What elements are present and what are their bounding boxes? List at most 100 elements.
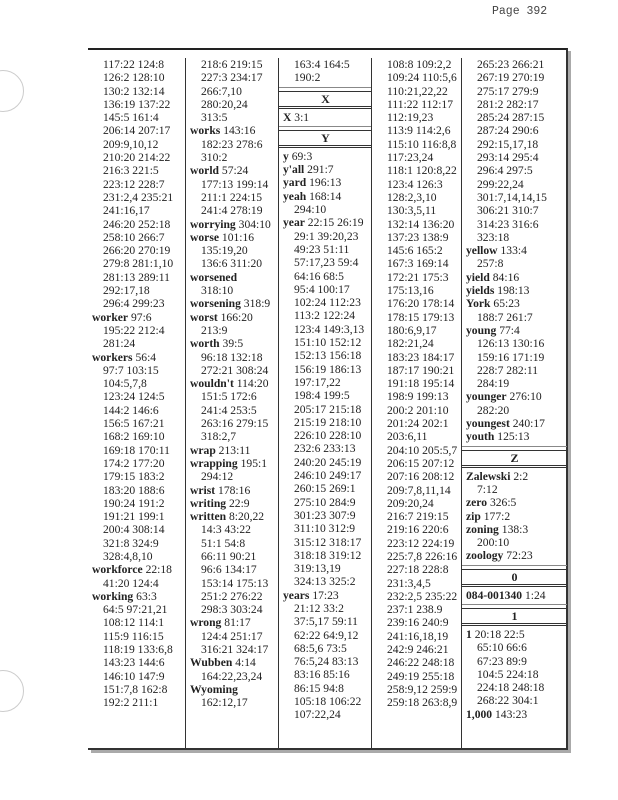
page-line-refs: 285:24 287:15	[477, 111, 545, 125]
index-entry-line: 95:4 100:17	[279, 283, 372, 296]
index-term: wrist	[190, 483, 216, 497]
section-header: 0	[462, 564, 567, 587]
index-entry-line: worth 39:5	[186, 337, 279, 350]
page-line-refs: 301:23 307:9	[294, 508, 356, 522]
index-entry-line: 258:10 266:7	[88, 231, 184, 244]
page-line-refs: 159:16 171:19	[477, 350, 545, 364]
index-entry-line: 200:2 201:10	[372, 404, 462, 417]
page-line-refs: 69:3	[291, 149, 313, 163]
page-line-refs: 107:22,24	[294, 708, 341, 722]
index-entry-line: 318:10	[186, 284, 279, 297]
page-line-refs: 257:8	[477, 257, 504, 271]
page-line-refs: 215:19 218:10	[294, 415, 362, 429]
index-entry-line: 223:12 228:7	[88, 178, 184, 191]
index-entry-line: 130:2 132:14	[88, 85, 184, 98]
index-entry-line: 257:8	[462, 257, 567, 270]
index-entry-line: 268:22 304:1	[462, 694, 567, 707]
index-term: years	[283, 588, 310, 602]
index-entry-line: 219:16 220:6	[372, 523, 462, 536]
page-line-refs: 177:13 199:14	[201, 177, 269, 191]
index-entry-line: wouldn't 114:20	[186, 377, 279, 390]
page-line-refs: 65:10 66:6	[477, 641, 527, 655]
page-line-refs: 296:4 297:5	[477, 164, 533, 178]
index-entry-line: 115:10 116:8,8	[372, 138, 462, 151]
index-entry-line: 156:19 186:13	[279, 363, 372, 376]
page-line-refs: 275:17 279:9	[477, 84, 539, 98]
page-line-refs: 172:21 175:3	[387, 270, 449, 284]
page-line-refs: 62:22 64:9,12	[294, 628, 359, 642]
section-header: 1	[462, 603, 567, 626]
index-entry-line: 226:10 228:10	[279, 429, 372, 442]
index-entry-line: 249:19 255:18	[372, 670, 462, 683]
page-line-refs: 293:14 295:4	[477, 151, 539, 165]
page-line-refs: 226:10 228:10	[294, 429, 362, 443]
page-line-refs: 124:4 251:17	[201, 629, 263, 643]
page-line-refs: 204:10 205:5,7	[387, 443, 458, 457]
page-line-refs: 14:3 43:22	[201, 523, 251, 537]
page-line-refs: 113:9 114:2,6	[387, 124, 451, 138]
page-line-refs: 227:3 234:17	[201, 71, 263, 85]
index-term: workforce	[92, 563, 143, 577]
page-line-refs: 84:16	[492, 270, 520, 284]
index-entry-line: 306:21 310:7	[462, 204, 567, 217]
page-line-refs: 175:13,16	[387, 284, 434, 298]
index-entry-line: 190:24 191:2	[88, 497, 184, 510]
page-line-refs: 216:3 221:5	[103, 164, 159, 178]
page-line-refs: 20:18 22:5	[474, 627, 525, 641]
page-line-refs: 195:22 212:4	[103, 323, 165, 337]
index-entry-line: 65:10 66:6	[462, 641, 567, 654]
index-entry-line: 210:20 214:22	[88, 151, 184, 164]
page-line-refs: 218:6 219:15	[201, 58, 263, 71]
index-entry-line: 132:14 136:20	[372, 218, 462, 231]
index-entry-line: 298:3 303:24	[186, 603, 279, 616]
index-entry-line: years 17:23	[279, 589, 372, 602]
index-entry-line: 215:19 218:10	[279, 416, 372, 429]
index-entry-line: 14:3 43:22	[186, 523, 279, 536]
page-line-refs: 241:16,17	[103, 204, 150, 218]
page-line-refs: 203:6,11	[387, 430, 428, 444]
page-line-refs: 177:2	[483, 509, 511, 523]
page-line-refs: 241:16,18,19	[387, 629, 449, 643]
page-line-refs: 183:23 184:17	[387, 350, 455, 364]
index-entry-line: 241:16,17	[88, 204, 184, 217]
page-line-refs: 292:17,18	[103, 284, 150, 298]
index-entry-line: 111:22 112:17	[372, 98, 462, 111]
page-line-refs: 101:16	[221, 230, 255, 244]
index-entry-line: 183:23 184:17	[372, 351, 462, 364]
index-entry-line: 109:24 110:5,6	[372, 71, 462, 84]
page-line-refs: 104:5,7,8	[103, 377, 147, 391]
index-term: worker	[92, 310, 129, 324]
page-line-refs: 232:2,5 235:22	[387, 589, 458, 603]
index-entry-line: 316:21 324:17	[186, 643, 279, 656]
index-entry-line: 239:16 240:9	[372, 616, 462, 629]
index-entry-line: 318:18 319:12	[279, 549, 372, 562]
index-entry-line: 324:13 325:2	[279, 575, 372, 588]
page-line-refs: 137:23 138:9	[387, 230, 449, 244]
page-line-refs: 209:9,10,12	[103, 137, 159, 151]
page-line-refs: 207:16 208:12	[387, 470, 455, 484]
page-line-refs: 281:24	[103, 337, 136, 351]
page-line-refs: 187:17 190:21	[387, 363, 455, 377]
page-line-refs: 232:6 233:13	[294, 442, 356, 456]
index-entry-line: 265:23 266:21	[462, 58, 567, 71]
index-term: Wubben	[190, 656, 233, 670]
page-line-refs: 260:15 269:1	[294, 482, 356, 496]
index-entry-line: 96:6 134:17	[186, 563, 279, 576]
index-entry-line: 296:4 299:23	[88, 297, 184, 310]
index-entry-line: 246:20 252:18	[88, 218, 184, 231]
index-entry-line: zip 177:2	[462, 510, 567, 523]
section-header: Y	[279, 125, 372, 148]
index-entry-line: 115:9 116:15	[88, 630, 184, 643]
index-entry-line: 175:13,16	[372, 284, 462, 297]
index-entry-line: wrong 81:17	[186, 616, 279, 629]
index-entry-line: 200:4 308:14	[88, 523, 184, 536]
page-line-refs: 318:9	[243, 297, 271, 311]
index-entry-line: 145:6 165:2	[372, 244, 462, 257]
page-line-refs: 96:18 132:18	[201, 350, 263, 364]
index-entry-line: 293:14 295:4	[462, 151, 567, 164]
index-entry-line: 216:3 221:5	[88, 164, 184, 177]
page-line-refs: 315:12 318:17	[294, 535, 362, 549]
page-line-refs: 282:20	[477, 403, 510, 417]
index-entry-line: wrist 178:16	[186, 484, 279, 497]
page-line-refs: 188:7 261:7	[477, 310, 533, 324]
